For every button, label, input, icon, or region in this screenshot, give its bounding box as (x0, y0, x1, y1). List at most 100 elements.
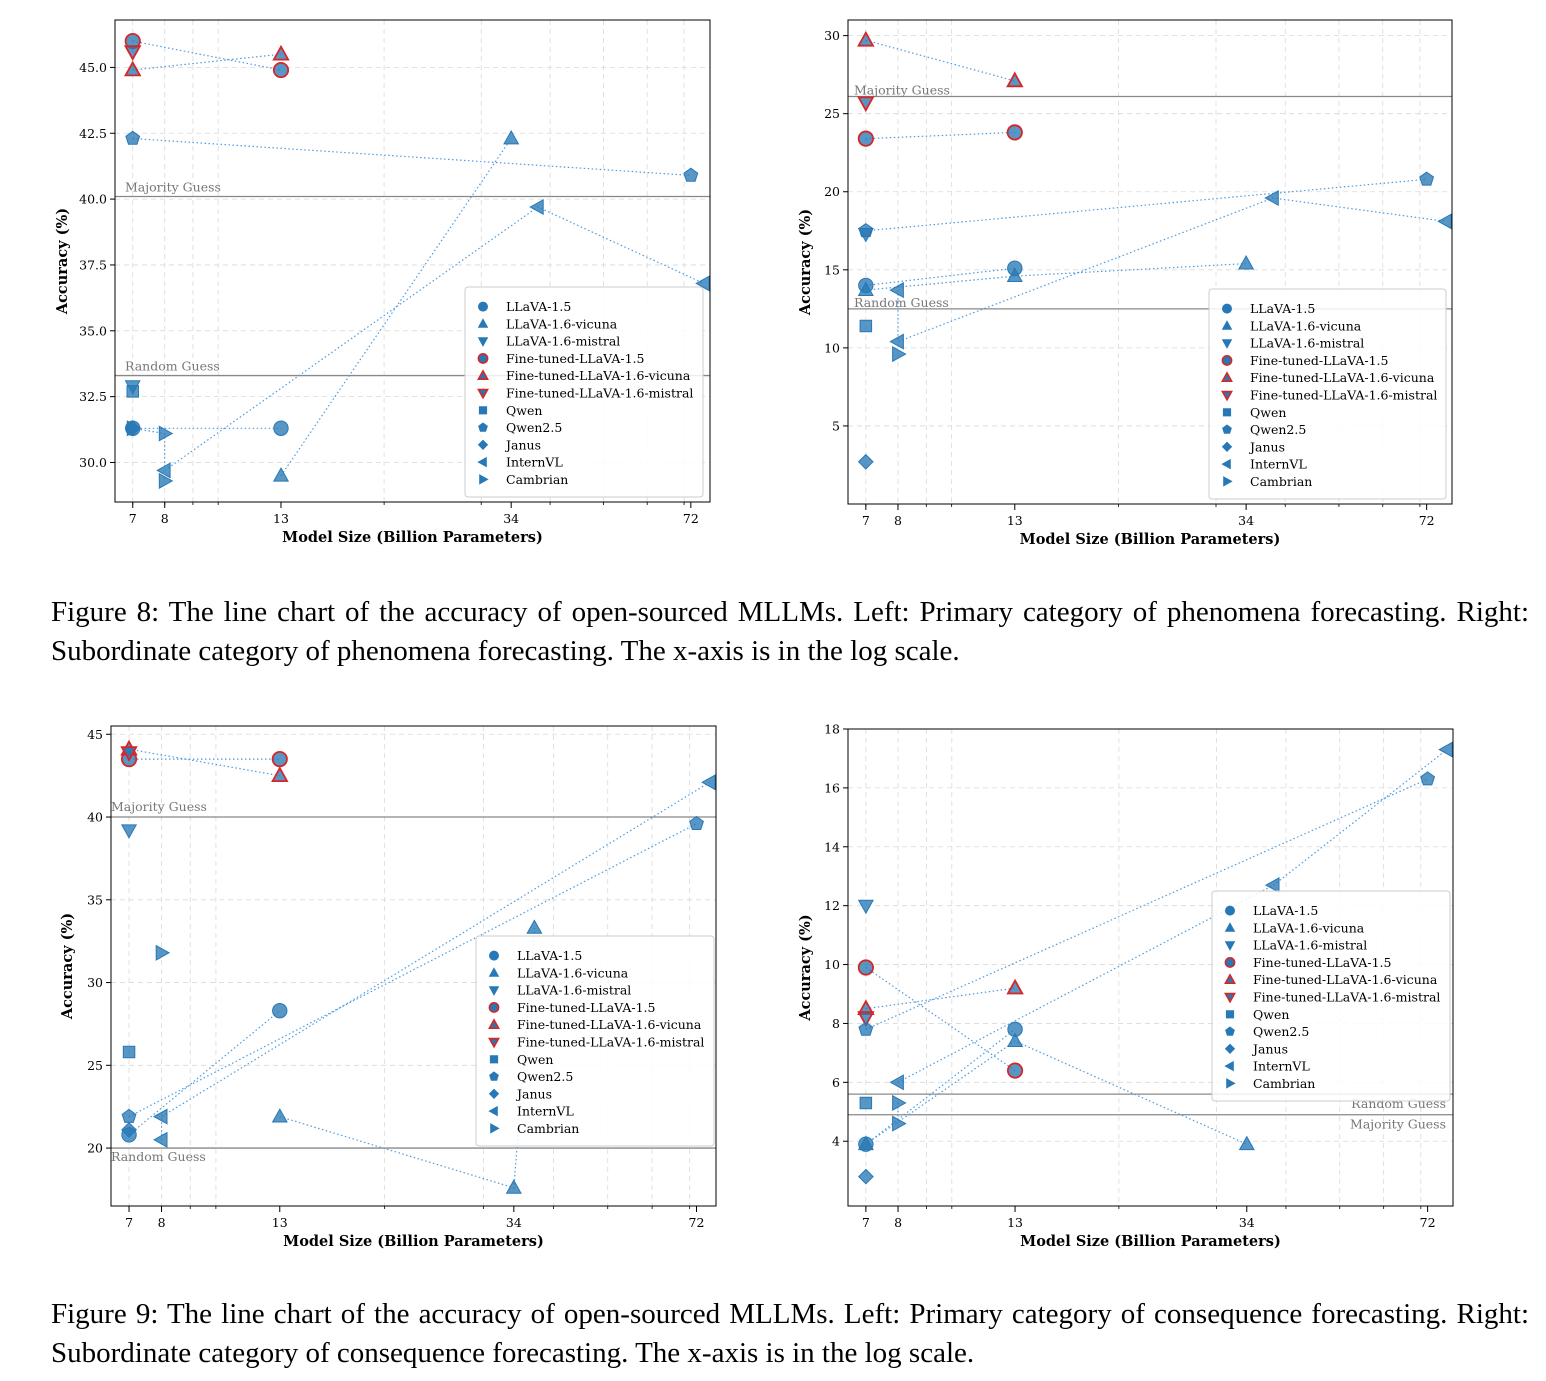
series-janus (857, 1168, 874, 1185)
legend-label-janus: Janus (515, 1086, 552, 1101)
series-line-qwen2-5 (865, 778, 1428, 1030)
reference-label-random-guess: Random Guess (125, 359, 220, 374)
data-point-cambrian (892, 1115, 907, 1132)
legend-marker-llava-1-6-vicuna (1221, 320, 1233, 330)
x-tick-label: 8 (158, 1215, 166, 1230)
reference-label-random-guess: Random Guess (854, 295, 949, 310)
data-point-llava-1-5 (272, 1003, 288, 1019)
legend-box (1208, 288, 1447, 500)
series-internvl (889, 189, 1452, 350)
series-fine-tuned-llava-1-5 (857, 959, 1024, 1079)
y-tick-label: 4 (832, 1134, 840, 1149)
series-cambrian (126, 420, 174, 489)
series-llava-1-6-mistral (857, 899, 874, 915)
legend-marker-llava-1-6-mistral (488, 986, 500, 996)
legend-marker-fine-tuned-llava-1-6-vicuna (488, 1018, 500, 1029)
series-line-fine-tuned-llava-1-6-vicuna (865, 987, 1016, 1010)
data-point-internvl (701, 774, 716, 791)
reference-label-majority-guess: Majority Guess (125, 179, 221, 194)
x-tick-label: 72 (1419, 513, 1435, 528)
y-axis-label: Accuracy (%) (797, 209, 814, 316)
y-tick-label: 37.5 (79, 257, 107, 272)
legend-marker-llava-1-6-mistral (1224, 941, 1236, 951)
data-point-llava-1-6-vicuna (272, 467, 290, 482)
x-tick-label: 34 (1239, 1215, 1255, 1230)
legend-label-cambrian: Cambrian (506, 472, 568, 487)
y-tick-label: 30 (87, 975, 103, 990)
legend-label-fine-tuned-llava-1-6-mistral: Fine-tuned-LLaVA-1.6-mistral (506, 386, 693, 401)
legend-marker-fine-tuned-llava-1-6-mistral (488, 1037, 500, 1049)
legend-marker-fine-tuned-llava-1-5 (488, 1002, 500, 1013)
legend-marker-fine-tuned-llava-1-5 (1221, 355, 1233, 366)
data-point-internvl (1437, 213, 1452, 230)
legend-marker-fine-tuned-llava-1-6-vicuna (1224, 973, 1236, 984)
series-fine-tuned-llava-1-6-mistral (857, 96, 875, 113)
y-tick-label: 8 (832, 1016, 840, 1031)
data-point-llava-1-6-vicuna (1238, 1135, 1255, 1151)
legend-label-llava-1-6-mistral: LLaVA-1.6-mistral (1253, 938, 1367, 953)
y-tick-label: 20 (87, 1141, 103, 1156)
data-point-fine-tuned-llava-1-5 (857, 959, 874, 976)
legend-label-llava-1-6-mistral: LLaVA-1.6-mistral (517, 983, 631, 998)
series-fine-tuned-llava-1-6-vicuna (120, 739, 289, 782)
x-tick-label: 8 (894, 513, 902, 528)
legend-label-internvl: InternVL (1253, 1059, 1310, 1074)
legend-label-fine-tuned-llava-1-5: Fine-tuned-LLaVA-1.5 (1250, 353, 1388, 368)
y-tick-label: 45.0 (79, 60, 107, 75)
legend-label-cambrian: Cambrian (1253, 1076, 1315, 1091)
x-tick-label: 13 (273, 511, 289, 526)
series-line-fine-tuned-llava-1-6-vicuna (865, 39, 1015, 82)
legend-marker-qwen (489, 1055, 499, 1064)
series-internvl (152, 774, 716, 1148)
data-point-fine-tuned-llava-1-6-mistral (857, 1011, 875, 1027)
legend-label-qwen2-5: Qwen2.5 (517, 1069, 573, 1084)
series-qwen2-5 (858, 171, 1435, 238)
y-tick-label: 30 (824, 28, 840, 43)
legend-label-janus: Janus (1251, 1041, 1288, 1056)
legend-marker-cambrian (1226, 1078, 1236, 1089)
data-point-fine-tuned-llava-1-6-vicuna (123, 60, 142, 77)
series-llava-1-6-vicuna (271, 919, 543, 1194)
series-fine-tuned-llava-1-6-vicuna (857, 978, 1024, 1015)
legend-marker-fine-tuned-llava-1-5 (1224, 957, 1236, 968)
data-point-janus (857, 453, 874, 470)
legend-label-fine-tuned-llava-1-6-vicuna: Fine-tuned-LLaVA-1.6-vicuna (517, 1017, 702, 1032)
legend-marker-internvl (477, 456, 487, 468)
legend-marker-cambrian (1223, 476, 1233, 487)
data-point-fine-tuned-llava-1-6-vicuna (857, 30, 875, 47)
plot-frame (847, 19, 1453, 505)
plot-frame (114, 19, 711, 503)
plot-frame (110, 725, 717, 1207)
data-point-qwen2-5 (683, 167, 699, 182)
legend-label-llava-1-6-mistral: LLaVA-1.6-mistral (1250, 336, 1364, 351)
series-llava-1-6-vicuna (857, 1032, 1255, 1151)
y-tick-label: 16 (824, 780, 840, 795)
grid (115, 20, 710, 502)
legend-marker-llava-1-5 (1225, 905, 1236, 916)
series-llava-1-5 (125, 420, 289, 436)
series-internvl (156, 198, 710, 479)
series-cambrian (892, 1094, 907, 1132)
y-tick-label: 10 (824, 957, 840, 972)
x-tick-label: 72 (1420, 1215, 1436, 1230)
legend-label-qwen2-5: Qwen2.5 (506, 420, 562, 435)
x-tick-label: 7 (125, 1215, 133, 1230)
legend-marker-fine-tuned-llava-1-6-mistral (1221, 390, 1233, 402)
data-point-cambrian (892, 1094, 907, 1111)
legend-box (475, 935, 715, 1147)
legend-marker-fine-tuned-llava-1-5 (477, 353, 489, 364)
data-point-qwen2-5 (689, 815, 704, 830)
x-tick-label: 34 (503, 511, 519, 526)
series-qwen2-5 (125, 130, 699, 182)
data-point-llava-1-6-mistral (120, 824, 138, 839)
legend-label-qwen: Qwen (517, 1052, 553, 1067)
series-fine-tuned-llava-1-6-mistral (123, 45, 142, 62)
legend-marker-llava-1-5 (478, 301, 489, 312)
legend-marker-janus (1224, 1043, 1236, 1054)
legend-label-llava-1-5: LLaVA-1.5 (517, 948, 582, 963)
x-tick-label: 7 (129, 511, 137, 526)
data-point-cambrian (155, 944, 171, 961)
legend-marker-cambrian (479, 474, 489, 485)
legend-marker-qwen2-5 (1225, 1026, 1235, 1036)
y-tick-label: 5 (832, 418, 840, 433)
